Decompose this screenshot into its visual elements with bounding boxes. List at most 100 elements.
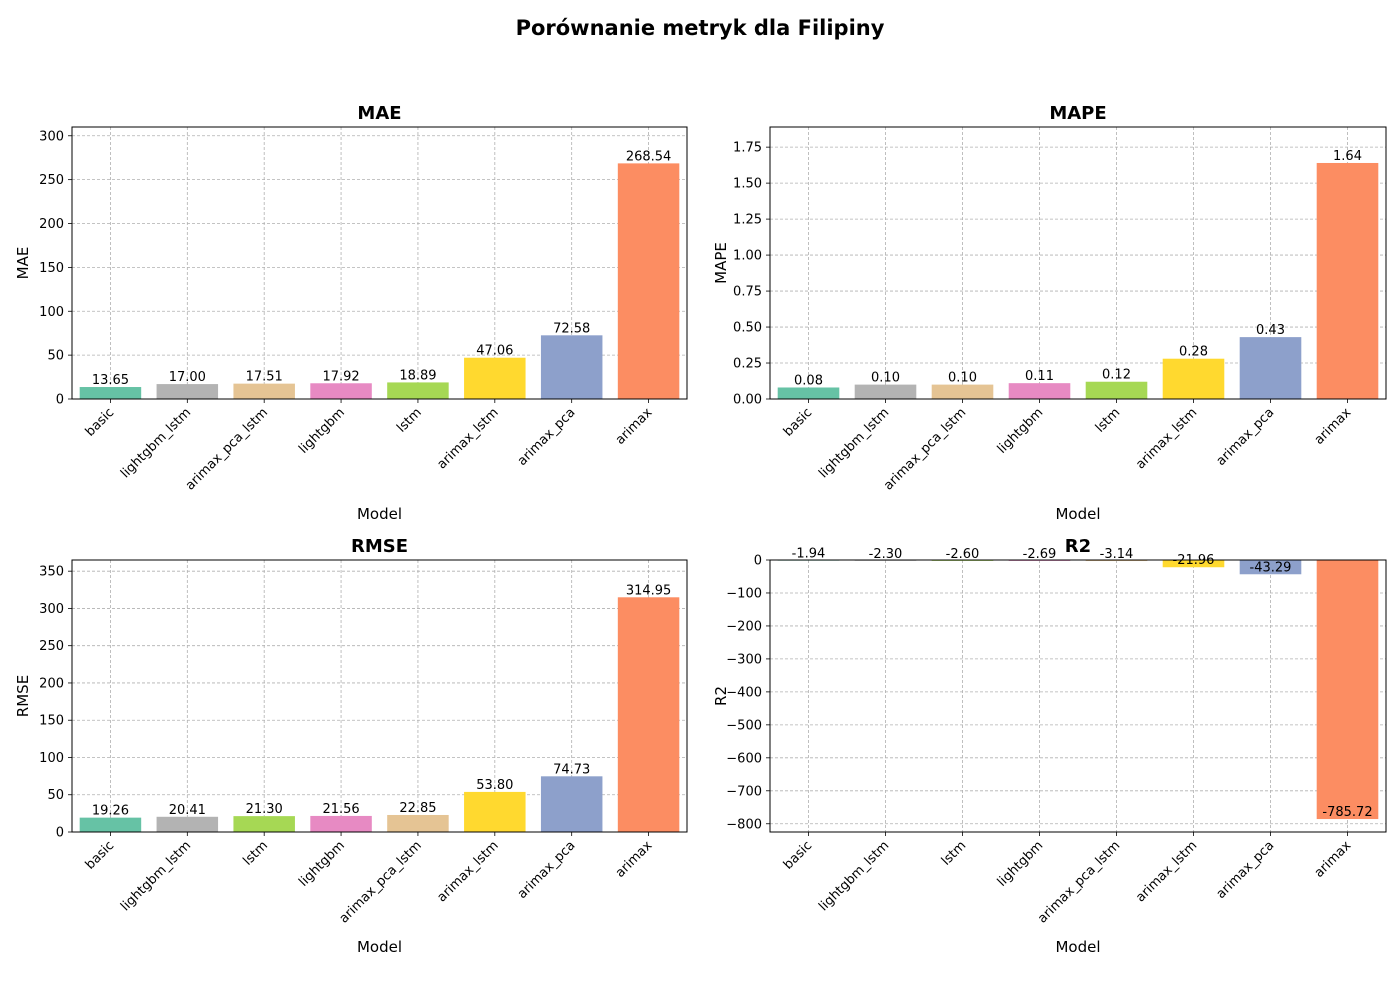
value-label: 20.41 [169,803,206,818]
bar-arimax_lstm [1162,358,1225,399]
value-label: 0.10 [871,371,900,386]
chart-title: MAE [357,103,401,124]
chart-title: RMSE [351,536,408,557]
x-axis-label: Model [357,938,402,956]
chart-title: R2 [1065,536,1091,557]
y-tick-label: 200 [39,676,64,691]
value-label: -3.14 [1100,547,1134,562]
value-label: -1.94 [792,547,826,562]
chart-title: MAPE [1049,103,1106,124]
bar-arimax_pca [540,776,603,832]
value-label: 19.26 [92,804,129,819]
x-tick-label: arimax [1312,838,1355,881]
figure-title: Porównanie metryk dla Filipiny [515,16,885,40]
y-axis-label: MAE [14,247,32,280]
value-label: 17.92 [322,369,359,384]
x-tick-label: lightgbm [995,838,1047,890]
y-axis-label: R2 [712,686,730,706]
y-tick-label: 0 [754,554,762,569]
x-tick-label: lightgbm [296,405,348,457]
x-tick-label: arimax_pca [1214,405,1278,469]
bar-lightgbm [1008,383,1071,399]
x-tick-label: arimax [1312,405,1355,448]
y-tick-label: 300 [39,129,64,144]
value-label: 22.85 [399,801,436,816]
bar-basic [79,387,142,399]
x-tick-label: lightgbm_lstm [118,405,194,481]
x-tick-label: lstm [939,838,970,869]
y-tick-label: 150 [39,261,64,276]
axes-frame [71,126,688,400]
value-label: 21.56 [322,802,359,817]
x-tick-label: arimax_pca [1214,838,1278,902]
y-tick-label: 250 [39,173,64,188]
y-tick-label: −300 [726,652,762,667]
x-tick-label: basic [83,838,117,872]
x-axis-label: Model [1055,938,1100,956]
bar-arimax_pca_lstm [233,383,295,399]
x-tick-label: arimax_pca_lstm [337,838,425,926]
chart-mae: 0 50 100 150 200 250 300 13.65 17.00 17.51 17.92 18… [14,103,688,523]
value-label: -21.96 [1173,553,1215,568]
x-tick-label: arimax_pca [515,838,579,902]
y-tick-label: 0.25 [733,357,762,372]
y-tick-label: 0 [56,826,64,841]
x-tick-label: lstm [394,405,425,436]
y-axis-label: RMSE [14,675,32,717]
y-tick-label: 250 [39,639,64,654]
value-label: 17.00 [169,370,206,385]
value-label: 53.80 [476,778,513,793]
axes-frame [769,559,1387,833]
bar-arimax_pca_lstm [931,384,994,399]
y-tick-label: 1.00 [733,249,762,264]
value-label: 17.51 [246,370,283,385]
y-tick-label: 0.50 [733,321,762,336]
x-tick-label: arimax_pca_lstm [183,405,271,493]
x-tick-label: arimax [613,405,656,448]
bar-arimax_pca_lstm [387,814,449,832]
x-tick-label: lstm [240,838,271,869]
y-tick-label: 0.75 [733,285,762,300]
value-label: 21.30 [246,802,283,817]
value-label: -785.72 [1322,805,1372,820]
value-label: 314.95 [626,583,672,598]
x-tick-label: lightgbm_lstm [118,838,194,914]
y-tick-label: 0 [56,393,64,408]
value-label: 0.12 [1102,368,1131,383]
x-tick-label: lightgbm_lstm [816,405,892,481]
y-tick-label: 1.25 [733,213,762,228]
y-tick-label: 100 [39,305,64,320]
bar-arimax_lstm [464,357,526,399]
bar-basic [79,817,142,832]
y-tick-label: −200 [726,619,762,634]
y-tick-label: −400 [726,685,762,700]
y-tick-label: 0.00 [733,393,762,408]
value-label: 0.10 [948,371,977,386]
x-tick-label: basic [781,405,815,439]
bar-lightgbm [310,383,372,399]
x-tick-label: lightgbm [995,405,1047,457]
y-tick-label: −100 [726,586,762,601]
x-tick-label: arimax_lstm [435,838,502,905]
value-label: -2.69 [1023,547,1057,562]
y-tick-label: 50 [47,788,64,803]
x-axis-label: Model [357,505,402,523]
chart-rmse: 0 50 100 150 200 250 300 350 19.26 20.41 21.30 21.5… [14,536,688,956]
x-axis-label: Model [1055,505,1100,523]
bar-arimax_lstm [464,791,526,832]
y-tick-label: 50 [47,349,64,364]
bar-lightgbm_lstm [156,384,219,399]
chart-r2: 0 −100 −200 −300 −400 −500 −600 −700 −800 -1.94 -2… [712,536,1387,956]
bar-arimax_pca [1239,560,1302,575]
x-tick-label: arimax_pca_lstm [881,405,969,493]
bar-arimax [1316,560,1379,820]
y-tick-label: 100 [39,751,64,766]
x-tick-label: lightgbm_lstm [816,838,892,914]
y-tick-label: −800 [726,817,762,832]
bar-arimax [617,163,680,399]
axes-frame [71,559,688,833]
x-tick-label: arimax_lstm [1133,838,1200,905]
bar-lstm [1085,381,1148,399]
